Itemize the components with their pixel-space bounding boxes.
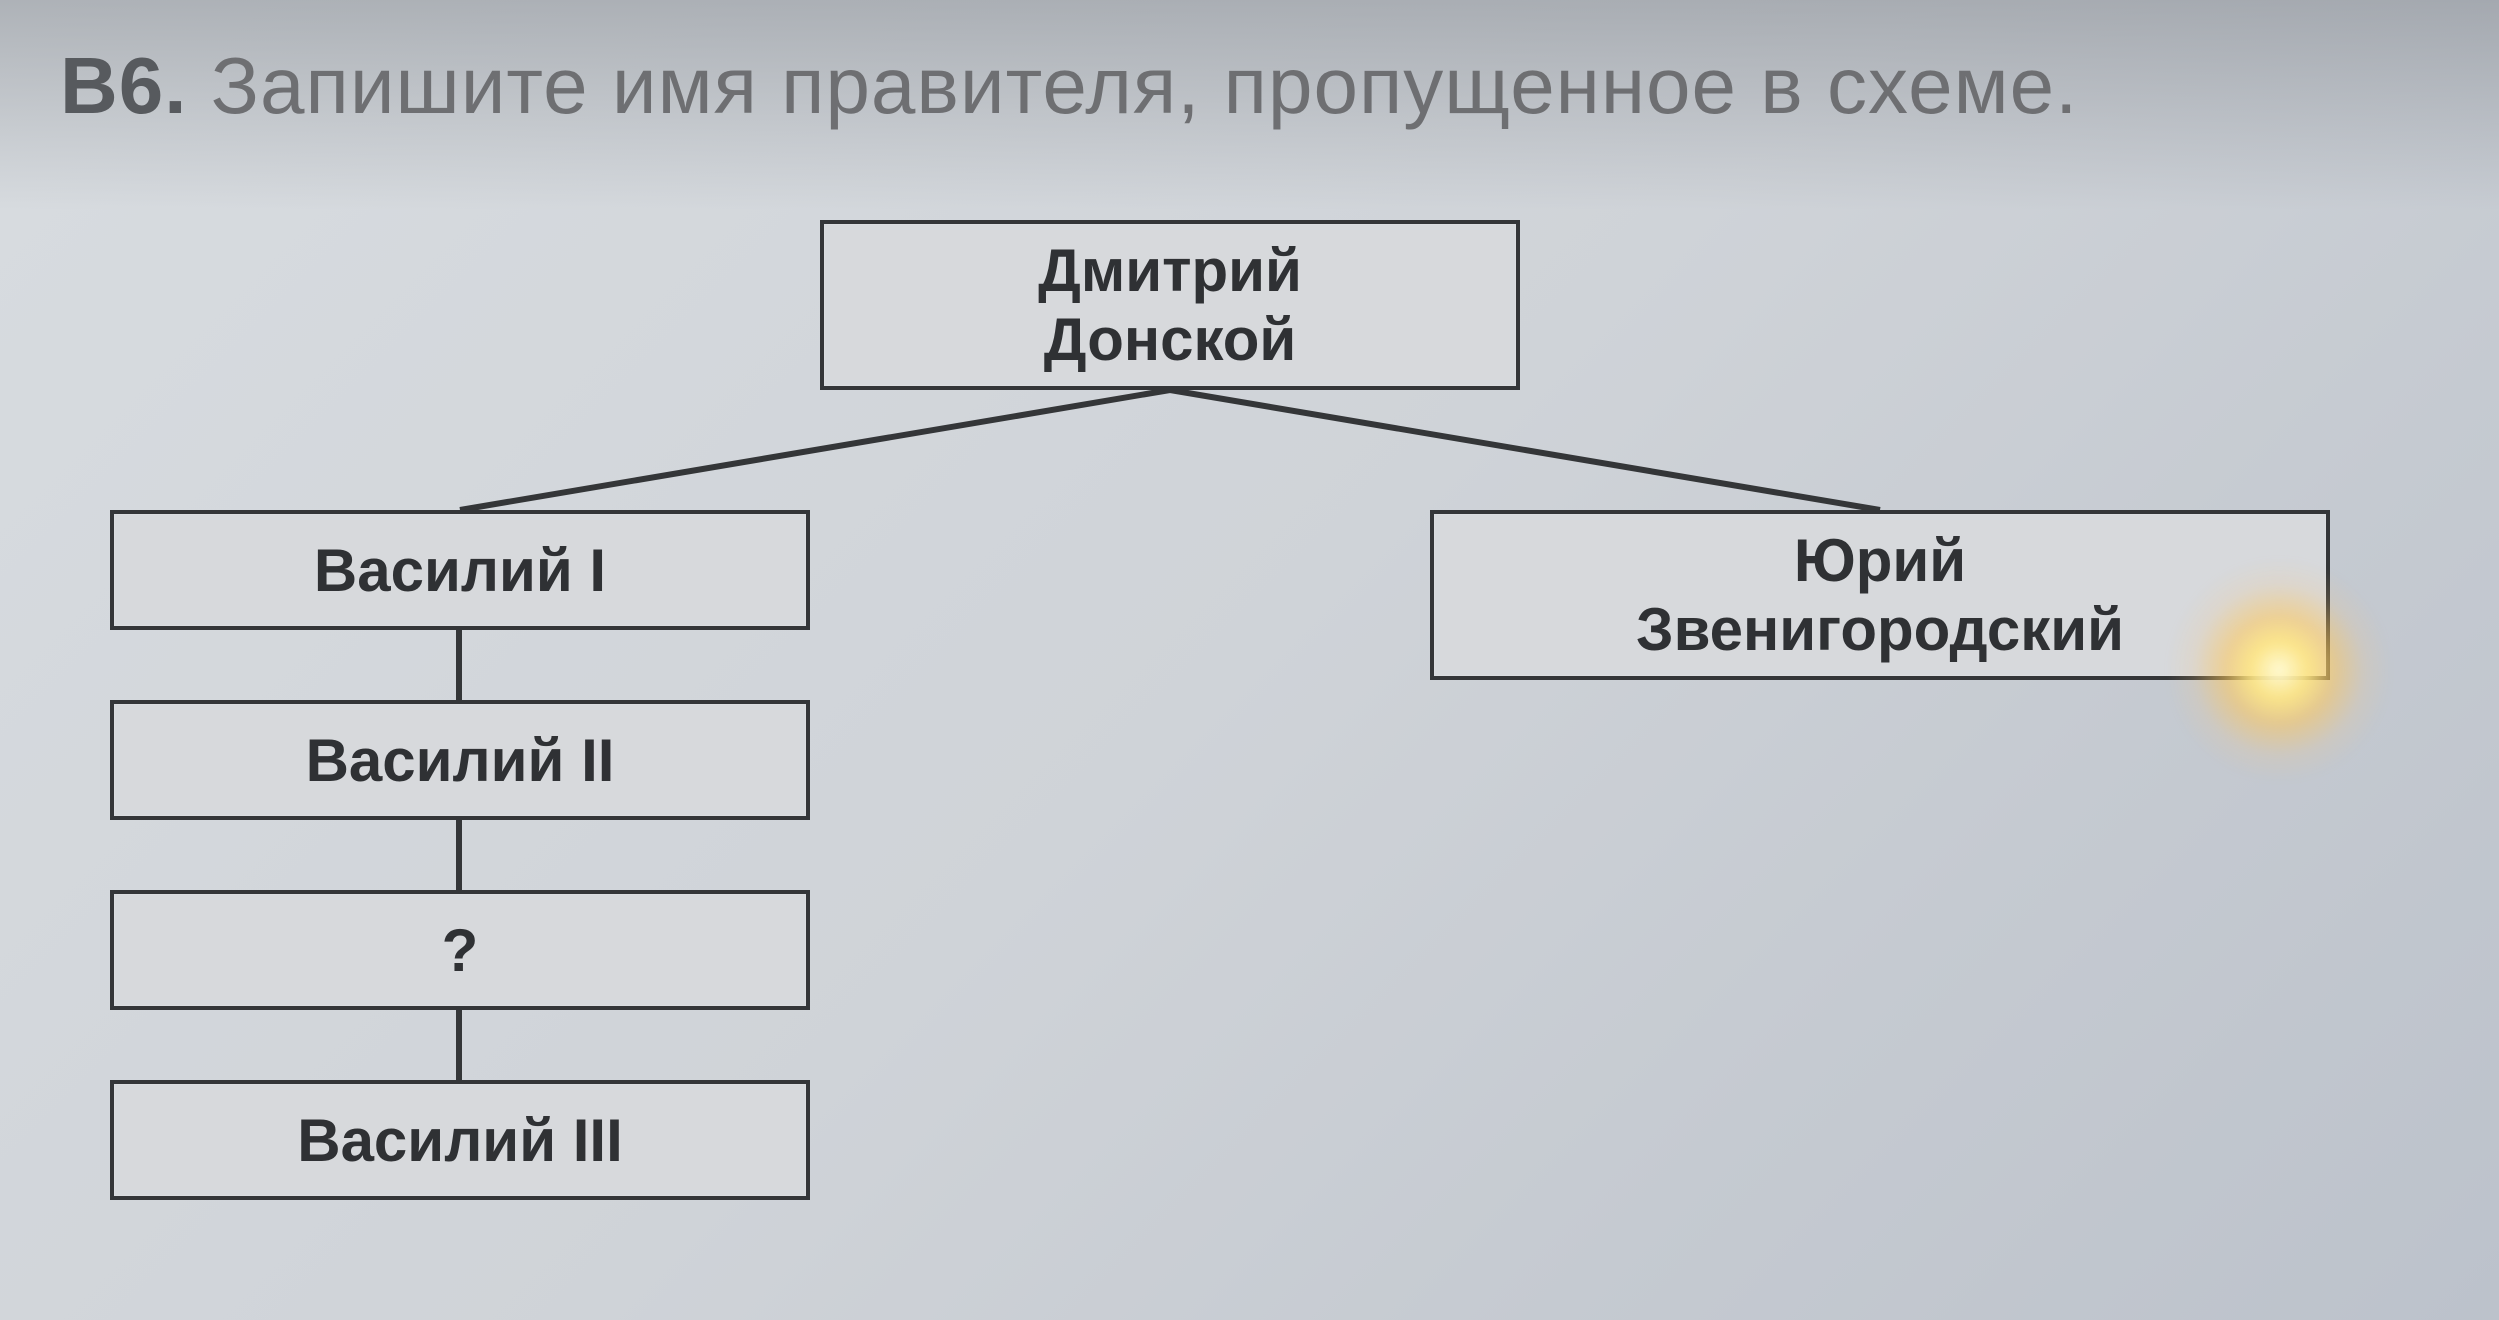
- node-label: ?: [442, 916, 479, 985]
- node-label: Василий II: [306, 726, 615, 795]
- edge-l2-l3: [456, 820, 462, 890]
- edge-top-to-r1: [1170, 390, 1880, 510]
- question-text: Запишите имя правителя, пропущенное в сх…: [211, 41, 2079, 130]
- question-number: В6.: [60, 41, 188, 130]
- node-unknown: ?: [110, 890, 810, 1010]
- node-label: Василий III: [297, 1106, 623, 1175]
- node-label: ДмитрийДонской: [1038, 236, 1302, 374]
- node-label: ЮрийЗвенигородский: [1636, 526, 2124, 664]
- node-vasily-ii: Василий II: [110, 700, 810, 820]
- edge-l3-l4: [456, 1010, 462, 1080]
- node-dmitry-donskoy: ДмитрийДонской: [820, 220, 1520, 390]
- node-vasily-iii: Василий III: [110, 1080, 810, 1200]
- edge-top-to-l1: [460, 390, 1170, 510]
- question-heading: В6. Запишите имя правителя, пропущенное …: [60, 40, 2078, 132]
- node-vasily-i: Василий I: [110, 510, 810, 630]
- node-label: Василий I: [314, 536, 606, 605]
- node-yuri-zvenigorodsky: ЮрийЗвенигородский: [1430, 510, 2330, 680]
- edge-l1-l2: [456, 630, 462, 700]
